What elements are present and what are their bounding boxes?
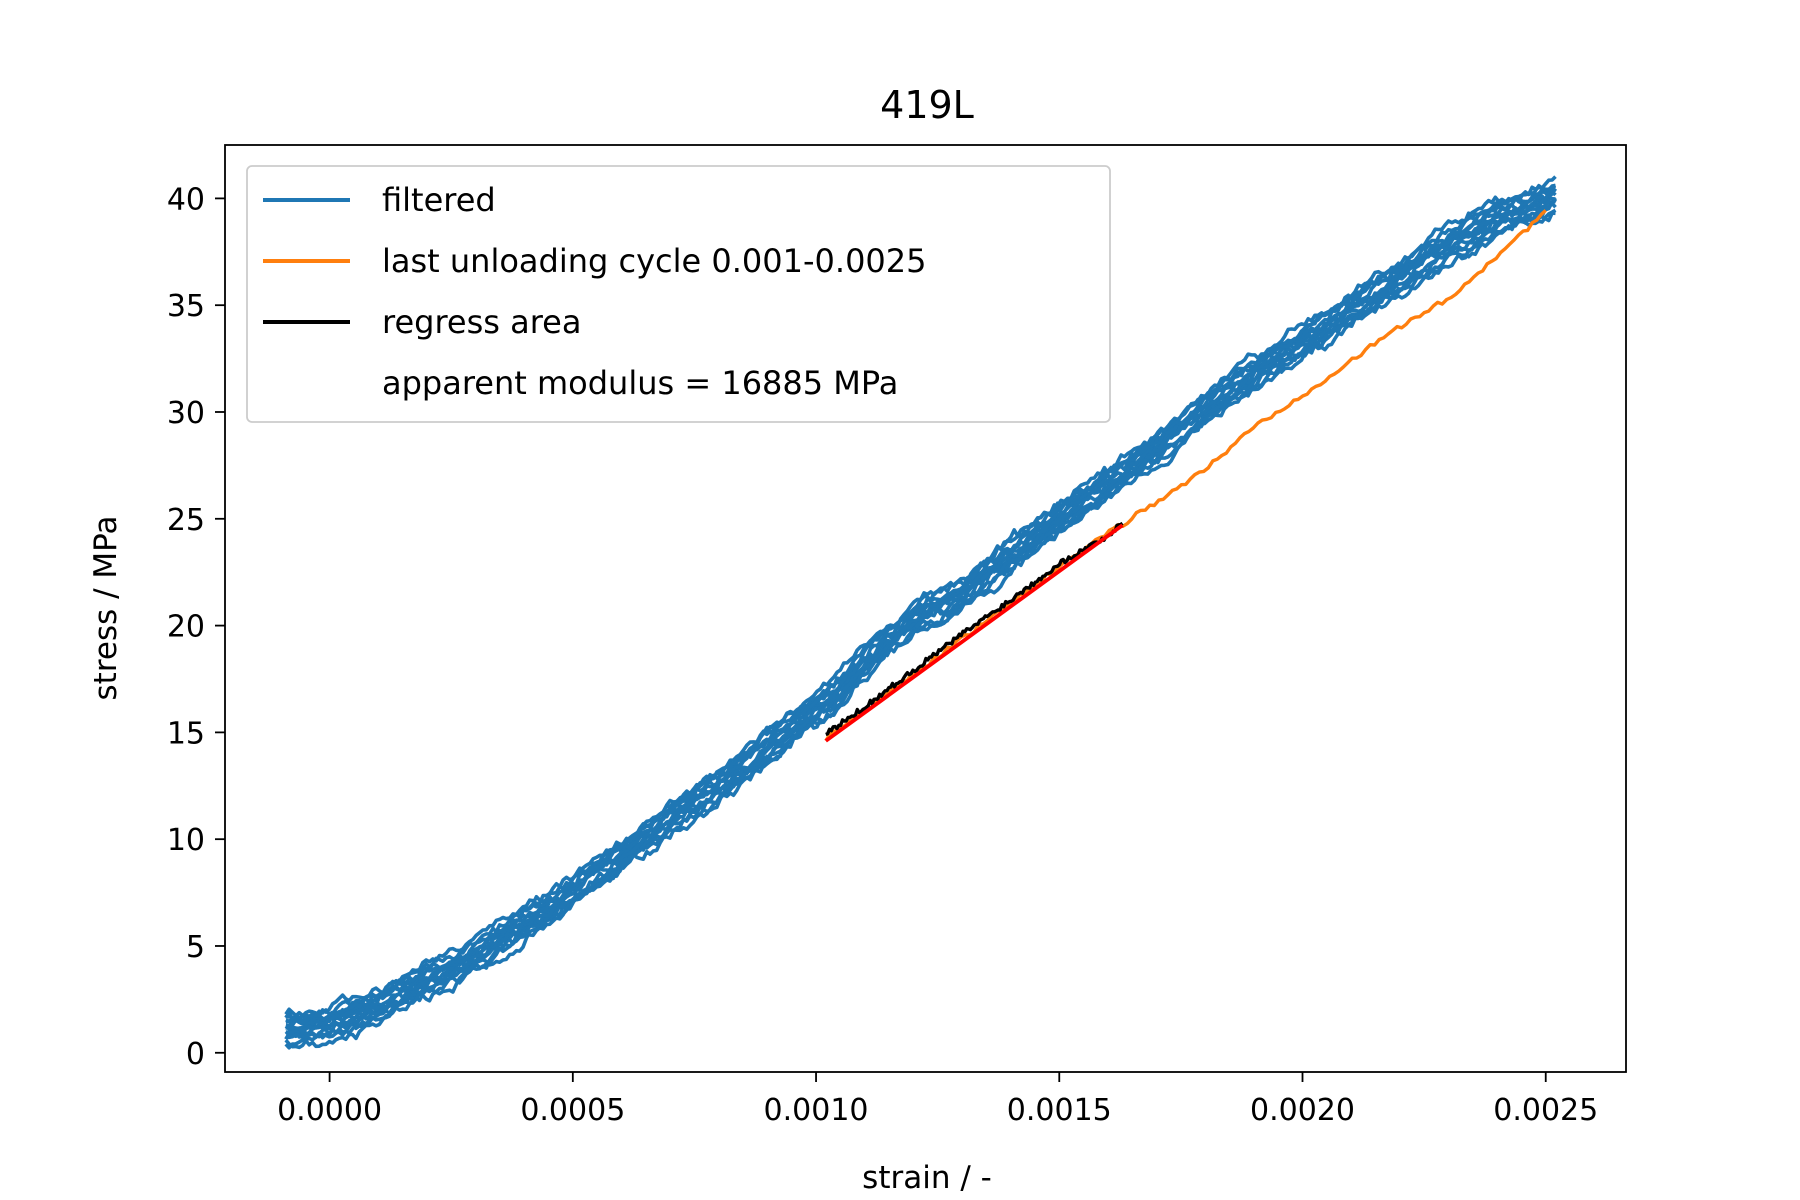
y-tick-label: 10 xyxy=(167,823,205,858)
series-line xyxy=(825,521,1124,737)
x-tick-label: 0.0005 xyxy=(520,1093,625,1128)
y-tick-label: 20 xyxy=(167,610,205,645)
y-tick-label: 40 xyxy=(167,182,205,217)
x-tick-label: 0.0010 xyxy=(764,1093,869,1128)
legend-box xyxy=(246,165,1111,423)
y-tick-label: 5 xyxy=(186,930,205,965)
series-filtered xyxy=(284,175,1558,1050)
y-axis-label: stress / MPa xyxy=(88,516,124,701)
y-tick-label: 0 xyxy=(186,1037,205,1072)
y-tick-label: 30 xyxy=(167,396,205,431)
series-fit-line-3 xyxy=(824,523,1124,743)
x-tick-label: 0.0015 xyxy=(1007,1093,1112,1128)
series-line xyxy=(824,209,1547,742)
y-axis: 0 5 10 15 20 25 30 35 40 xyxy=(167,182,225,1072)
legend: filtered last unloading cycle 0.001-0.002… xyxy=(246,165,1111,423)
y-tick-label: 15 xyxy=(167,716,205,751)
x-axis: 0.0000 0.0005 0.0010 0.0015 0.0020 0.0025 xyxy=(277,1072,1598,1128)
legend-label: regress area xyxy=(382,303,581,341)
x-tick-label: 0.0000 xyxy=(277,1093,382,1128)
legend-label: last unloading cycle 0.001-0.0025 xyxy=(382,242,927,280)
series-last-unloading-cycle-0-001-0-0025 xyxy=(824,209,1547,742)
x-axis-label: strain / - xyxy=(862,1160,992,1196)
plot-area xyxy=(284,175,1558,1050)
y-tick-label: 35 xyxy=(167,289,205,324)
chart-title: 419L xyxy=(880,83,974,127)
legend-label: filtered xyxy=(382,181,496,219)
plot-frame xyxy=(224,144,1627,1073)
series-line xyxy=(824,523,1124,743)
y-tick-label: 25 xyxy=(167,503,205,538)
x-tick-label: 0.0025 xyxy=(1493,1093,1598,1128)
x-tick-label: 0.0020 xyxy=(1250,1093,1355,1128)
legend-label: apparent modulus = 16885 MPa xyxy=(382,364,898,402)
filtered-pass xyxy=(284,175,1557,1020)
series-regress-area xyxy=(825,521,1124,737)
